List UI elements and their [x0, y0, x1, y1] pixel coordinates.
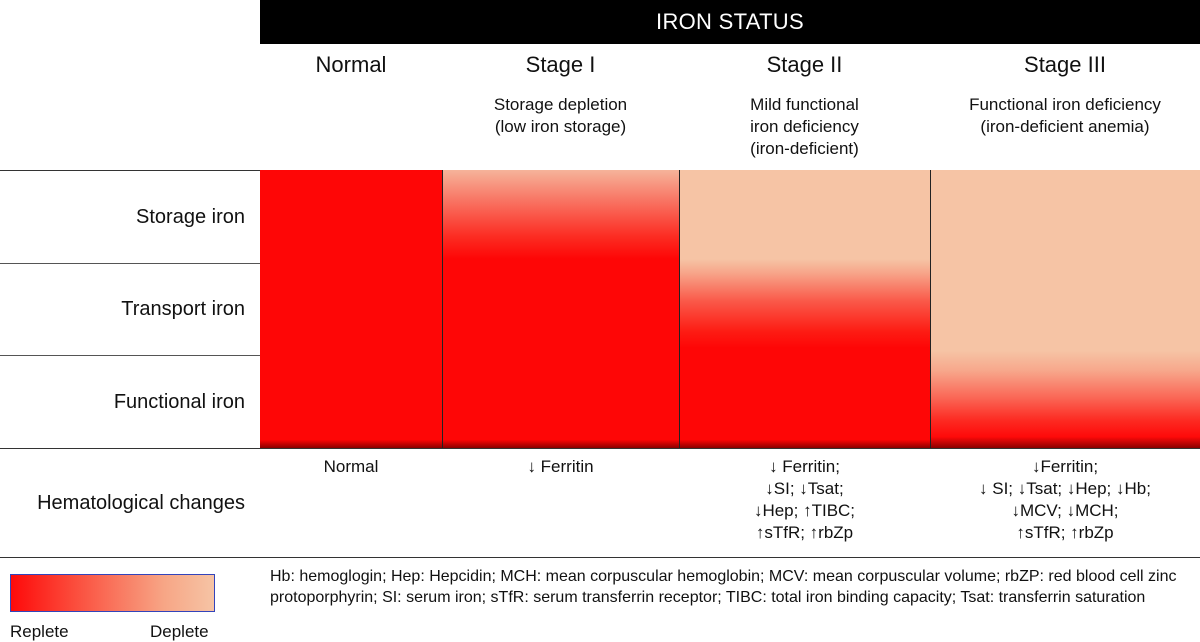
stage-description-stage-3: Functional iron deficiency (iron-deficie… — [969, 95, 1161, 136]
iron-gradient-stage-2 — [679, 170, 930, 448]
abbreviation-footnote: Hb: hemoglogin; Hep: Hepcidin; MCH: mean… — [270, 568, 1177, 606]
stage-description-stage-1: Storage depletion (low iron storage) — [493, 95, 628, 136]
legend-gradient-bar — [10, 574, 215, 612]
grid-bottom-line — [0, 448, 1200, 449]
iron-gradient-stage-1 — [442, 170, 679, 448]
row-label-storage-iron: Storage iron — [136, 206, 245, 228]
legend-label-deplete: Deplete — [150, 622, 209, 641]
iron-status-header: IRON STATUS — [260, 0, 1200, 44]
iron-gradient-normal — [260, 170, 442, 448]
stage-title-stage-2: Stage II — [766, 52, 843, 77]
stage-title-stage-1: Stage I — [525, 52, 596, 77]
row-label-hematological-changes: Hematological changes — [37, 492, 245, 514]
hematological-stage-2: ↓ Ferritin; ↓SI; ↓Tsat; ↓Hep; ↑TIBC; ↑sT… — [753, 457, 856, 542]
row-divider-2 — [0, 355, 260, 356]
stage-title-normal: Normal — [315, 52, 387, 77]
hematological-stage-3: ↓Ferritin; ↓ SI; ↓Tsat; ↓Hep; ↓Hb; ↓MCV;… — [979, 457, 1151, 542]
legend-label-replete: Replete — [10, 622, 69, 641]
hematological-stage-1: ↓ Ferritin — [527, 457, 594, 476]
table-bottom-line — [0, 557, 1200, 558]
row-divider-1 — [0, 263, 260, 264]
row-label-transport-iron: Transport iron — [121, 298, 245, 320]
stage-description-stage-2: Mild functional iron deficiency (iron-de… — [750, 95, 859, 158]
iron-gradient-stage-3 — [930, 170, 1200, 448]
row-label-functional-iron: Functional iron — [113, 391, 245, 413]
stage-title-stage-3: Stage III — [1024, 52, 1106, 77]
hematological-normal: Normal — [323, 457, 379, 476]
